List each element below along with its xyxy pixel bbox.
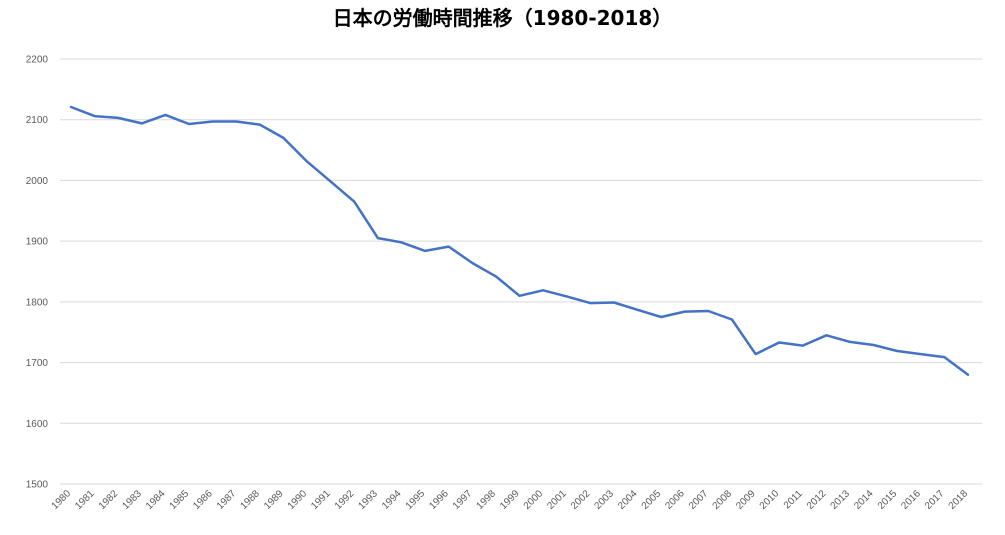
x-tick-label: 2016 — [899, 488, 923, 512]
data-point — [565, 294, 569, 298]
data-point — [234, 120, 238, 124]
x-tick-label: 2014 — [852, 488, 876, 512]
x-tick-label: 1990 — [286, 488, 310, 512]
y-tick-label: 2100 — [26, 115, 49, 126]
data-point — [376, 236, 380, 240]
data-point — [777, 341, 781, 345]
data-point — [659, 315, 663, 319]
y-tick-label: 1900 — [26, 237, 49, 248]
data-point — [683, 310, 687, 314]
x-tick-label: 2013 — [829, 488, 853, 512]
x-tick-label: 1999 — [498, 488, 522, 512]
gridlines — [60, 58, 982, 485]
data-point — [942, 355, 946, 359]
x-tick-label: 2018 — [947, 488, 971, 512]
x-tick-label: 1992 — [333, 488, 357, 512]
x-tick-label: 2000 — [522, 488, 546, 512]
x-tick-label: 1995 — [404, 488, 428, 512]
x-tick-label: 2011 — [782, 488, 805, 511]
data-point — [872, 343, 876, 347]
x-tick-label: 1983 — [120, 488, 144, 512]
data-point — [636, 308, 640, 312]
data-point — [801, 344, 805, 348]
data-point — [612, 300, 616, 304]
data-point — [281, 136, 285, 140]
data-point — [140, 121, 144, 125]
x-tick-label: 2010 — [758, 488, 782, 512]
data-point — [588, 301, 592, 305]
data-point — [305, 160, 309, 164]
data-point — [187, 122, 191, 126]
x-tick-label: 2006 — [663, 488, 687, 512]
data-point — [116, 116, 120, 120]
x-tick-label: 2004 — [616, 488, 640, 512]
y-tick-label: 2200 — [26, 55, 49, 66]
x-tick-label: 1980 — [50, 488, 74, 512]
chart-title: 日本の労働時間推移（1980-2018） — [332, 6, 673, 30]
x-tick-label: 2009 — [734, 488, 758, 512]
data-point — [352, 200, 356, 204]
x-tick-label: 2001 — [545, 488, 569, 512]
x-tick-label: 1982 — [97, 488, 121, 512]
x-tick-label: 1994 — [380, 488, 404, 512]
data-point — [848, 340, 852, 344]
x-tick-label: 1996 — [427, 488, 451, 512]
x-tick-label: 1993 — [356, 488, 380, 512]
x-tick-label: 2002 — [569, 488, 593, 512]
data-point — [69, 105, 73, 109]
x-axis-ticks: 1980 1981 1982 1983 1984 1985 1986 1987 1988 1989… — [50, 488, 971, 512]
x-tick-label: 1991 — [309, 488, 333, 512]
data-point — [895, 349, 899, 353]
x-tick-label: 1984 — [144, 488, 168, 512]
data-point — [730, 317, 734, 321]
x-tick-label: 2005 — [640, 488, 664, 512]
x-tick-label: 2015 — [876, 488, 900, 512]
data-point — [824, 333, 828, 337]
data-point — [919, 352, 923, 356]
x-tick-label: 1981 — [73, 488, 97, 512]
y-tick-label: 1500 — [26, 480, 49, 491]
x-tick-label: 2008 — [711, 488, 735, 512]
data-point — [93, 114, 97, 118]
x-tick-label: 1987 — [215, 488, 239, 512]
data-point — [706, 309, 710, 313]
x-tick-label: 1986 — [191, 488, 215, 512]
y-tick-label: 2000 — [26, 176, 49, 187]
y-tick-label: 1700 — [26, 358, 49, 369]
data-point — [423, 249, 427, 253]
data-point — [494, 274, 498, 278]
data-point — [329, 180, 333, 184]
y-tick-label: 1800 — [26, 297, 49, 308]
x-tick-label: 1988 — [238, 488, 262, 512]
x-tick-label: 1985 — [168, 488, 192, 512]
data-point — [258, 123, 262, 127]
data-point — [470, 261, 474, 265]
x-tick-label: 1997 — [451, 488, 475, 512]
x-tick-label: 1998 — [475, 488, 499, 512]
data-point — [754, 352, 758, 356]
data-point — [447, 245, 451, 249]
x-tick-label: 2007 — [687, 488, 711, 512]
x-tick-label: 2012 — [805, 488, 829, 512]
x-tick-label: 2003 — [593, 488, 617, 512]
data-point — [211, 120, 215, 124]
x-tick-label: 2017 — [923, 488, 947, 512]
y-tick-label: 1600 — [26, 419, 49, 430]
data-point — [163, 113, 167, 117]
series-layer — [69, 105, 970, 377]
x-tick-label: 1989 — [262, 488, 286, 512]
data-point — [541, 288, 545, 292]
data-point — [966, 373, 970, 377]
data-point — [518, 294, 522, 298]
data-point — [399, 240, 403, 244]
series-line — [69, 105, 970, 376]
y-axis-ticks: 1500 1600 1700 1800 1900 2000 2100 2200 — [26, 55, 49, 491]
